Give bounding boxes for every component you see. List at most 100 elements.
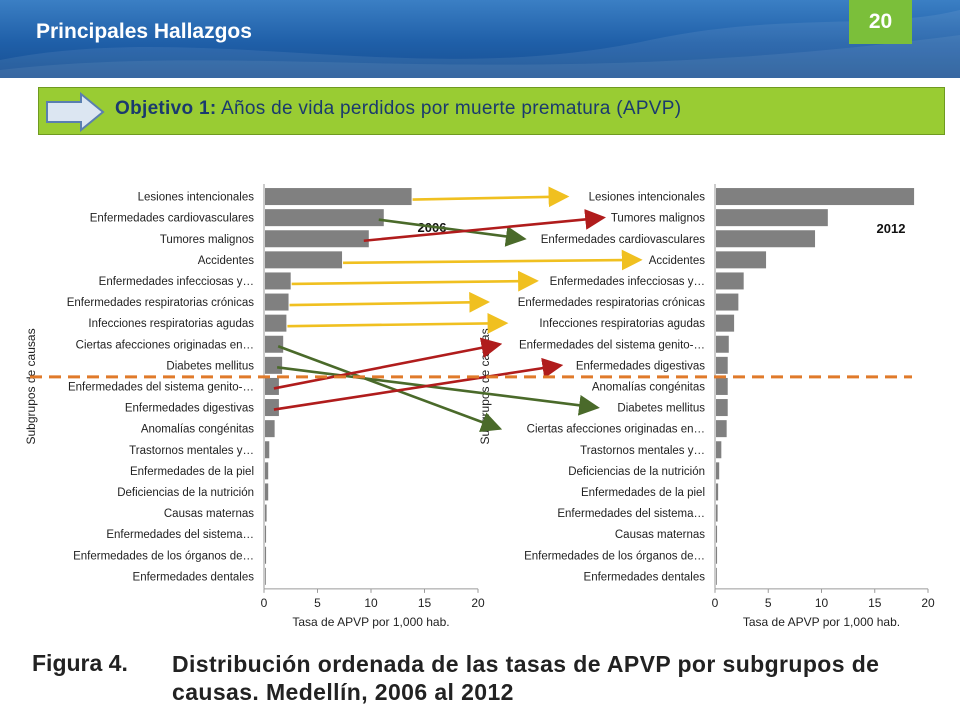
category-label: Enfermedades dentales	[584, 571, 706, 583]
category-label: Deficiencias de la nutrición	[117, 487, 254, 499]
category-label: Enfermedades del sistema genito-…	[68, 381, 254, 393]
arrow-same	[343, 249, 643, 271]
bar	[716, 251, 767, 269]
category-label: Enfermedades digestivas	[125, 403, 254, 415]
arrow-down	[277, 345, 503, 433]
category-label: Enfermedades respiratorias crónicas	[518, 297, 706, 309]
bar	[265, 356, 283, 374]
objective-banner: Objetivo 1: Años de vida perdidos por mu…	[38, 87, 945, 135]
category-label: Enfermedades de la piel	[581, 487, 705, 499]
category-label: Enfermedades de los órganos de…	[73, 550, 254, 562]
bar	[716, 567, 717, 585]
bar	[716, 293, 739, 311]
header-bar: Principales Hallazgos	[0, 0, 960, 78]
bar	[265, 377, 279, 395]
x-tick-label: 0	[712, 596, 719, 610]
apvp-chart: Lesiones intencionales Enfermedades cardi…	[24, 184, 935, 629]
category-label: Anomalías congénitas	[141, 424, 254, 436]
bar	[716, 504, 718, 522]
category-label: Accidentes	[198, 255, 255, 267]
category-label: Enfermedades del sistema…	[557, 508, 705, 520]
category-label: Causas maternas	[164, 508, 254, 520]
bar	[265, 504, 267, 522]
category-label: Tumores malignos	[611, 213, 705, 225]
x-tick-label: 5	[765, 596, 772, 610]
bar	[716, 335, 729, 353]
arrow-down	[378, 218, 527, 247]
bar	[265, 293, 289, 311]
arrow-same	[287, 313, 509, 334]
category-label: Lesiones intencionales	[138, 192, 255, 204]
right-arrow-icon	[46, 92, 105, 132]
x-axis-title: Tasa de APVP por 1,000 hab.	[292, 615, 449, 629]
y-axis-title: Subgrupos de causas	[24, 328, 38, 444]
category-label: Ciertas afecciones originadas en…	[76, 339, 254, 351]
arrow-up	[273, 337, 503, 390]
x-axis-title: Tasa de APVP por 1,000 hab.	[743, 615, 900, 629]
x-tick-label: 15	[418, 596, 432, 610]
bar	[716, 441, 722, 459]
bar	[265, 272, 291, 290]
rank-change-arrows	[30, 186, 912, 433]
bar	[716, 356, 728, 374]
bar	[265, 335, 284, 353]
category-label: Deficiencias de la nutrición	[568, 466, 705, 478]
figure-caption: Distribución ordenada de las tasas de AP…	[172, 651, 880, 705]
chart-2006: Lesiones intencionales Enfermedades cardi…	[24, 184, 485, 629]
bar	[716, 272, 744, 290]
x-tick-label: 15	[868, 596, 882, 610]
objective-text: Objetivo 1: Años de vida perdidos por mu…	[115, 98, 681, 120]
category-label: Enfermedades cardiovasculares	[90, 213, 255, 225]
category-label: Trastornos mentales y…	[129, 445, 254, 457]
bar	[716, 188, 915, 206]
bar	[265, 251, 343, 269]
bar	[716, 546, 718, 564]
bar	[265, 462, 269, 480]
category-label: Enfermedades infecciosas y…	[99, 276, 254, 288]
bar	[265, 420, 275, 438]
bar	[265, 525, 267, 543]
category-label: Enfermedades respiratorias crónicas	[67, 297, 255, 309]
arrow-same	[412, 186, 570, 208]
bar	[716, 525, 718, 543]
header-wave-decoration	[0, 10, 960, 78]
category-label: Anomalías congénitas	[592, 381, 705, 393]
objective-description: Años de vida perdidos por muerte prematu…	[221, 98, 682, 119]
bar	[265, 188, 412, 206]
bar	[716, 483, 719, 501]
bar	[716, 209, 828, 227]
bar	[265, 209, 384, 227]
bar	[716, 420, 727, 438]
bar	[716, 377, 728, 395]
x-tick-label: 5	[314, 596, 321, 610]
category-label: Ciertas afecciones originadas en…	[527, 424, 705, 436]
arrow-up	[273, 357, 564, 411]
category-label: Enfermedades de los órganos de…	[524, 550, 705, 562]
category-label: Diabetes mellitus	[166, 360, 254, 372]
chart-2012: Lesiones intencionales Tumores malignos En…	[478, 184, 935, 629]
arrow-down	[276, 366, 600, 416]
bar	[265, 230, 369, 248]
x-tick-label: 20	[921, 596, 935, 610]
page-number-badge: 20	[849, 0, 912, 44]
bar	[265, 567, 266, 585]
x-tick-label: 10	[815, 596, 829, 610]
arrow-up	[363, 209, 606, 243]
x-tick-label: 20	[471, 596, 485, 610]
category-label: Trastornos mentales y…	[580, 445, 705, 457]
category-label: Enfermedades cardiovasculares	[541, 234, 706, 246]
bar	[265, 546, 267, 564]
category-label: Causas maternas	[615, 529, 705, 541]
x-tick-label: 0	[261, 596, 268, 610]
category-label: Enfermedades dentales	[133, 571, 255, 583]
x-tick-label: 10	[364, 596, 378, 610]
bar	[265, 399, 279, 417]
category-label: Infecciones respiratorias agudas	[88, 318, 254, 330]
arrow-same	[291, 270, 539, 292]
category-label: Enfermedades del sistema…	[106, 529, 254, 541]
bar	[265, 441, 270, 459]
bar	[716, 314, 735, 332]
arrow-same	[289, 291, 491, 313]
page-title: Principales Hallazgos	[36, 20, 252, 43]
category-label: Enfermedades de la piel	[130, 466, 254, 478]
